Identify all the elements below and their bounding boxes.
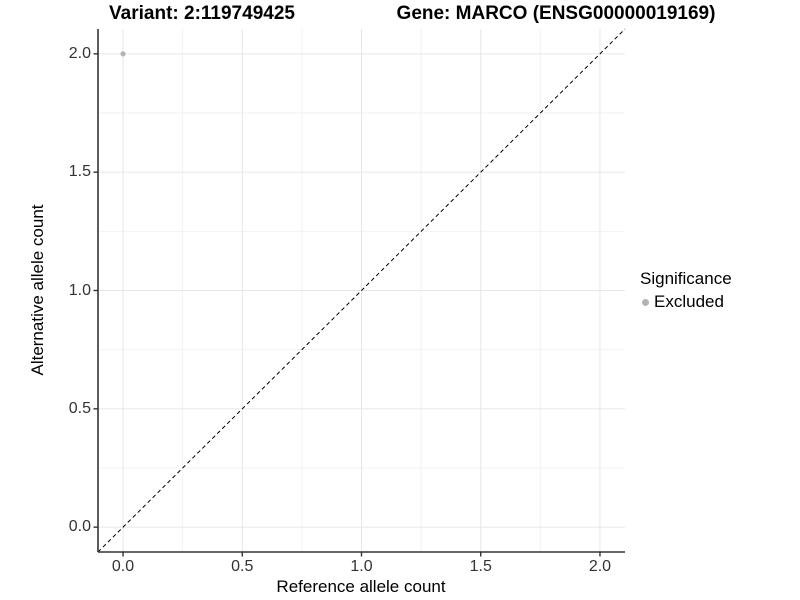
gene-title: Gene: MARCO (ENSG00000019169) <box>396 3 716 24</box>
legend: Significance Excluded <box>640 269 732 312</box>
y-tick-label: 1.0 <box>68 281 91 299</box>
legend-item-label: Excluded <box>654 292 724 311</box>
y-tick-label: 0.0 <box>68 518 91 536</box>
legend-title: Significance <box>640 269 732 288</box>
legend-item-excluded: Excluded <box>640 292 732 312</box>
y-tick-label: 0.5 <box>68 399 91 417</box>
y-axis-title: Alternative allele count <box>28 204 47 376</box>
data-point <box>120 51 126 57</box>
x-tick-label: 2.0 <box>588 558 612 575</box>
y-tick-label: 2.0 <box>68 44 91 62</box>
x-axis-title: Reference allele count <box>276 577 446 596</box>
x-tick-label: 1.5 <box>469 558 492 575</box>
x-tick-label: 0.0 <box>111 558 135 575</box>
variant-title: Variant: 2:119749425 <box>109 3 295 24</box>
y-tick-label: 1.5 <box>68 163 91 181</box>
x-tick-label: 0.5 <box>231 558 254 575</box>
legend-point-icon <box>642 298 649 306</box>
x-tick-label: 1.0 <box>350 558 373 575</box>
